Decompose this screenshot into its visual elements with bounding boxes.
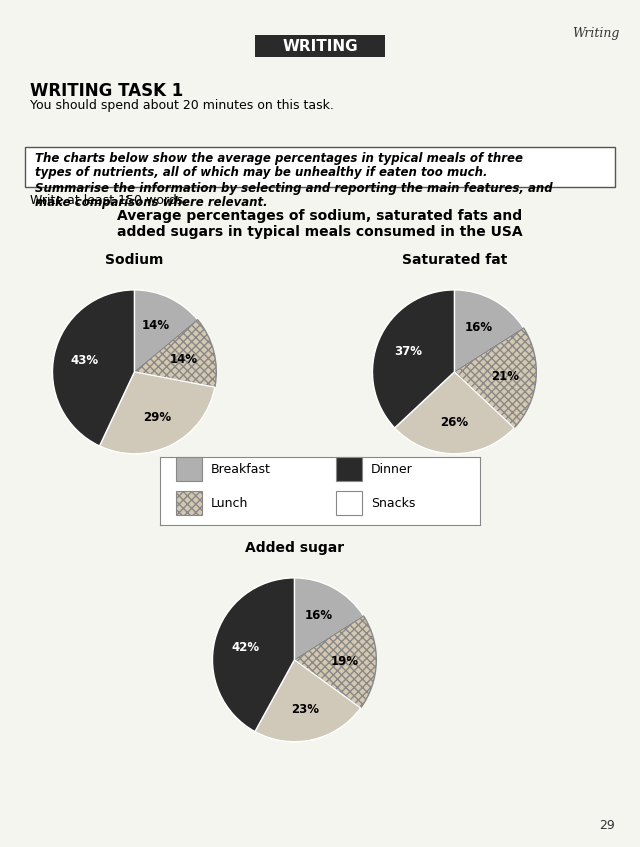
Wedge shape <box>372 290 454 428</box>
Wedge shape <box>294 616 376 708</box>
Text: 23%: 23% <box>291 703 319 716</box>
Title: Sodium: Sodium <box>105 253 164 267</box>
Text: 29%: 29% <box>143 411 172 424</box>
Wedge shape <box>454 328 536 428</box>
Text: Writing: Writing <box>573 27 620 40</box>
FancyBboxPatch shape <box>336 457 362 481</box>
FancyBboxPatch shape <box>25 147 615 187</box>
Text: 21%: 21% <box>491 370 519 383</box>
Wedge shape <box>212 578 294 732</box>
Wedge shape <box>134 319 216 387</box>
Text: Lunch: Lunch <box>211 497 248 510</box>
Text: 16%: 16% <box>465 321 493 334</box>
Wedge shape <box>134 290 198 372</box>
Wedge shape <box>100 372 215 454</box>
Text: types of nutrients, all of which may be unhealthy if eaten too much.: types of nutrients, all of which may be … <box>35 166 488 179</box>
Wedge shape <box>52 290 134 446</box>
Text: make comparisons where relevant.: make comparisons where relevant. <box>35 196 268 209</box>
Wedge shape <box>294 578 364 660</box>
Text: 14%: 14% <box>142 319 170 332</box>
Text: 26%: 26% <box>440 416 468 429</box>
Text: Write at least 150 words.: Write at least 150 words. <box>30 194 188 207</box>
Text: 16%: 16% <box>305 609 333 622</box>
Text: 19%: 19% <box>331 655 359 668</box>
Wedge shape <box>395 372 514 454</box>
Text: Dinner: Dinner <box>371 463 413 476</box>
FancyBboxPatch shape <box>176 491 202 515</box>
FancyBboxPatch shape <box>336 491 362 515</box>
Text: Breakfast: Breakfast <box>211 463 271 476</box>
Text: Snacks: Snacks <box>371 497 415 510</box>
Text: 29: 29 <box>599 819 615 832</box>
Text: 37%: 37% <box>394 346 422 358</box>
Text: Summarise the information by selecting and reporting the main features, and: Summarise the information by selecting a… <box>35 182 552 195</box>
Text: You should spend about 20 minutes on this task.: You should spend about 20 minutes on thi… <box>30 99 334 112</box>
Text: 42%: 42% <box>231 640 259 654</box>
Text: 43%: 43% <box>71 354 99 368</box>
Wedge shape <box>255 660 361 742</box>
Text: WRITING TASK 1: WRITING TASK 1 <box>30 82 183 100</box>
Text: The charts below show the average percentages in typical meals of three: The charts below show the average percen… <box>35 152 523 165</box>
FancyBboxPatch shape <box>176 457 202 481</box>
Text: WRITING: WRITING <box>282 38 358 53</box>
Title: Saturated fat: Saturated fat <box>402 253 507 267</box>
Wedge shape <box>454 290 524 372</box>
Bar <box>255 35 385 57</box>
Text: Average percentages of sodium, saturated fats and
added sugars in typical meals : Average percentages of sodium, saturated… <box>117 209 523 239</box>
Text: 14%: 14% <box>170 352 198 366</box>
Title: Added sugar: Added sugar <box>245 541 344 555</box>
